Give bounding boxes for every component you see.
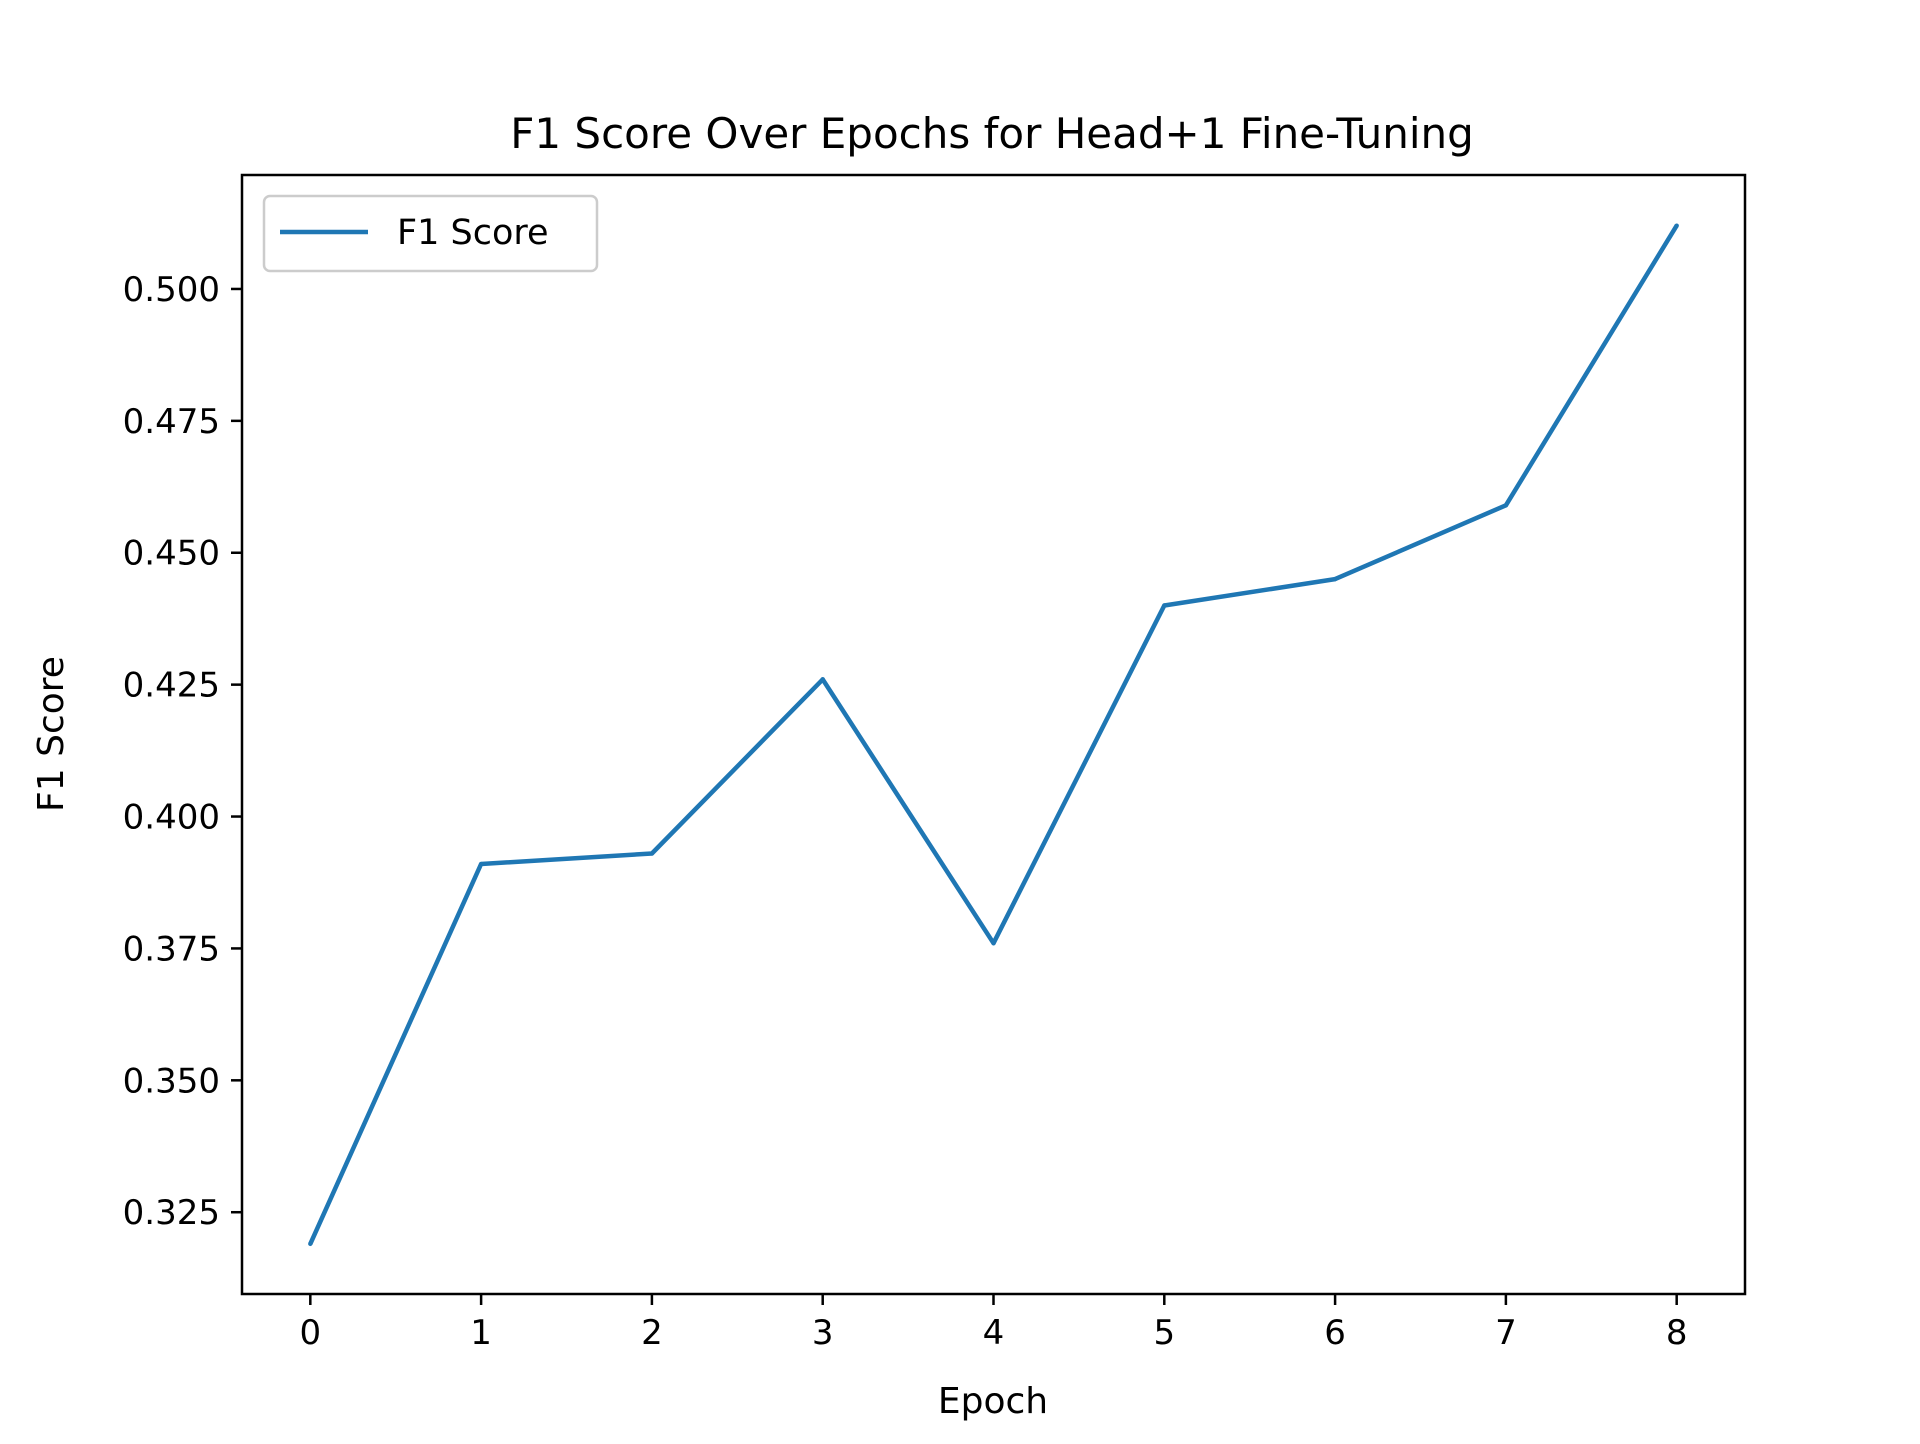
y-axis-ticks: 0.325 0.350 0.375 0.400 0.425 0.450 0.475 0.500 bbox=[123, 270, 242, 1233]
x-tick-label: 2 bbox=[641, 1313, 663, 1353]
y-axis-label: F1 Score bbox=[31, 656, 72, 812]
data-point[interactable] bbox=[1674, 223, 1679, 228]
legend[interactable]: F1 Score bbox=[262, 194, 599, 273]
legend-box bbox=[262, 194, 599, 273]
data-point[interactable] bbox=[308, 1241, 313, 1247]
x-tick-label: 0 bbox=[299, 1313, 321, 1353]
y-tick-label: 0.350 bbox=[123, 1061, 220, 1101]
data-point[interactable] bbox=[478, 861, 484, 867]
x-axis-ticks: 0 1 2 3 4 5 6 7 8 bbox=[299, 1294, 1688, 1353]
y-tick-label: 0.425 bbox=[123, 666, 220, 706]
x-tick-label: 4 bbox=[983, 1313, 1005, 1353]
y-tick-label: 0.400 bbox=[123, 798, 220, 838]
x-tick-label: 8 bbox=[1666, 1313, 1688, 1353]
data-point[interactable] bbox=[1162, 603, 1167, 608]
data-point[interactable] bbox=[1332, 576, 1338, 582]
y-tick-label: 0.500 bbox=[123, 270, 220, 310]
plot-area-frame bbox=[240, 173, 1747, 1296]
y-tick-label: 0.375 bbox=[123, 929, 220, 969]
x-tick-label: 6 bbox=[1324, 1313, 1346, 1353]
x-tick-label: 1 bbox=[470, 1313, 492, 1353]
y-tick-label: 0.325 bbox=[123, 1193, 220, 1233]
chart-title: F1 Score Over Epochs for Head+1 Fine-Tun… bbox=[510, 109, 1474, 158]
series-layer bbox=[308, 223, 1679, 1247]
legend-label-f1-score: F1 Score bbox=[397, 213, 549, 253]
x-tick-label: 7 bbox=[1495, 1313, 1517, 1353]
x-tick-label: 5 bbox=[1153, 1313, 1175, 1353]
data-point[interactable] bbox=[1503, 503, 1509, 508]
y-tick-label: 0.475 bbox=[123, 402, 220, 442]
x-tick-label: 3 bbox=[812, 1313, 834, 1353]
data-point[interactable] bbox=[820, 677, 825, 682]
x-axis-label: Epoch bbox=[938, 1381, 1048, 1422]
data-point[interactable] bbox=[649, 851, 655, 856]
y-tick-label: 0.450 bbox=[123, 534, 220, 574]
data-point[interactable] bbox=[991, 940, 996, 946]
